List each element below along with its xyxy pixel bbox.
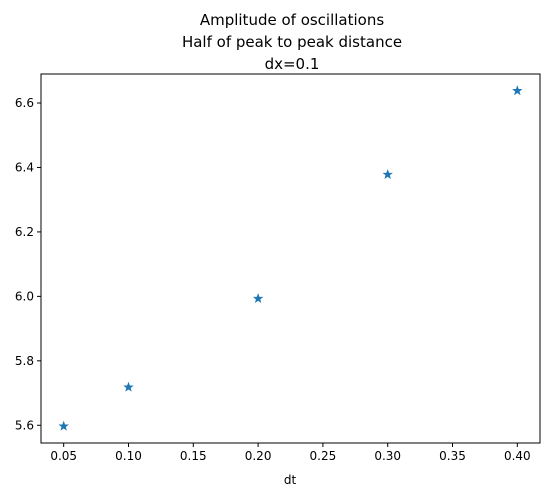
x-tick-label: 0.15	[180, 449, 207, 463]
data-point-star	[58, 420, 69, 431]
y-axis-ticks: 5.6 5.8 6.0 6.2 6.4 6.6	[15, 96, 41, 432]
y-tick-label: 6.0	[15, 289, 34, 303]
y-tick-label: 5.6	[15, 418, 34, 432]
data-point-star	[123, 381, 134, 392]
data-point-star	[512, 85, 523, 96]
data-points	[58, 85, 523, 431]
x-tick-label: 0.10	[115, 449, 142, 463]
data-point-star	[382, 169, 393, 179]
x-axis-ticks: 0.05 0.10 0.15 0.20 0.25 0.30 0.35 0.40	[50, 443, 531, 463]
x-axis-label: dt	[284, 473, 297, 487]
chart-title-line-3: dx=0.1	[265, 55, 320, 73]
x-tick-label: 0.35	[439, 449, 466, 463]
chart-title: Amplitude of oscillations Half of peak t…	[182, 11, 402, 73]
y-tick-label: 6.6	[15, 96, 34, 110]
y-tick-label: 6.4	[15, 160, 34, 174]
x-tick-label: 0.40	[504, 449, 531, 463]
x-tick-label: 0.05	[50, 449, 77, 463]
plot-area-frame	[40, 73, 541, 444]
y-tick-label: 5.8	[15, 354, 34, 368]
x-tick-label: 0.25	[310, 449, 337, 463]
x-tick-label: 0.20	[245, 449, 272, 463]
x-tick-label: 0.30	[374, 449, 401, 463]
data-point-star	[252, 293, 264, 304]
chart-title-line-1: Amplitude of oscillations	[200, 11, 385, 29]
y-tick-label: 6.2	[15, 225, 34, 239]
chart-title-line-2: Half of peak to peak distance	[182, 33, 402, 51]
